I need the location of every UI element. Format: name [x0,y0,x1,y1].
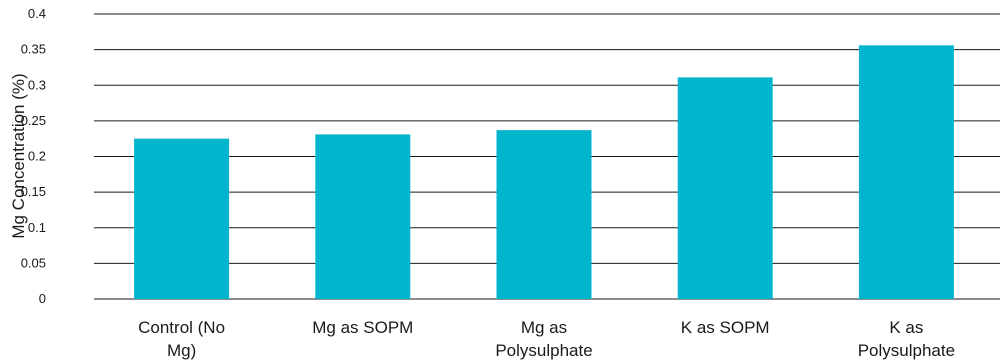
bar [677,77,773,299]
bar [134,138,230,299]
x-category-label: Polysulphate [495,341,592,360]
x-category-label: Polysulphate [858,341,955,360]
y-tick-label: 0.3 [28,77,46,92]
x-axis-ticks: Control (No Mg) Mg as SOPM Mg as Polysulphat… [138,318,955,360]
y-tick-label: 0.35 [21,42,46,57]
x-category-label: Mg) [167,341,196,360]
y-axis-title: Mg Concentration (%) [9,73,28,238]
x-category-label: Mg as [521,318,567,337]
y-tick-label: 0.4 [28,6,46,21]
y-tick-label: 0.15 [21,184,46,199]
bar [315,134,411,299]
y-tick-label: 0.05 [21,255,46,270]
x-category-label: K as SOPM [681,318,770,337]
x-category-label: Control (No [138,318,225,337]
y-axis-ticks: 0 0.05 0.1 0.15 0.2 0.25 0.3 0.35 0.4 [21,6,46,306]
bars [134,45,954,299]
bar [496,130,592,299]
y-tick-label: 0.2 [28,149,46,164]
y-tick-label: 0.1 [28,220,46,235]
y-tick-label: 0.25 [21,113,46,128]
x-category-label: K as [889,318,923,337]
bar [858,45,954,299]
y-tick-label: 0 [39,291,46,306]
x-category-label: Mg as SOPM [312,318,413,337]
